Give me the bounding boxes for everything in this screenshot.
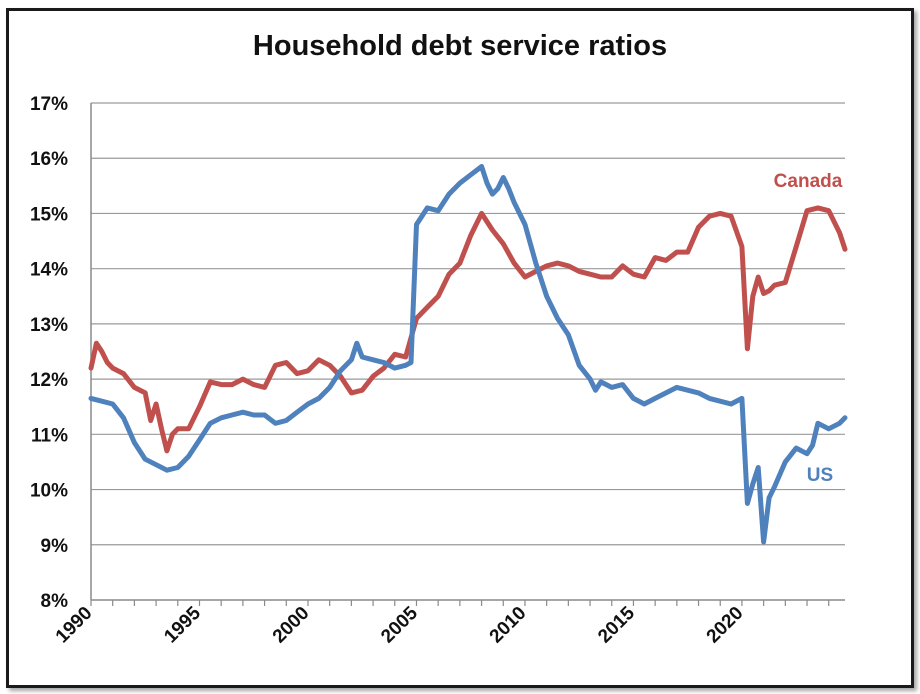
y-tick-labels: 8% 9% 10% 11% 12% 13% 14% 15% 16% 17% bbox=[30, 94, 68, 612]
y-tick-label: 11% bbox=[31, 425, 68, 446]
x-tick-labels: 1990 1995 2000 2005 2010 2015 2020 bbox=[52, 602, 748, 647]
y-tick-label: 10% bbox=[30, 481, 68, 502]
x-tick-label: 2000 bbox=[269, 603, 314, 648]
x-tick-label: 2020 bbox=[703, 603, 748, 648]
series-line-us bbox=[88, 164, 848, 545]
y-tick-label: 15% bbox=[30, 204, 68, 225]
y-tick-label: 13% bbox=[30, 315, 68, 336]
y-tick-label: 8% bbox=[41, 591, 69, 612]
x-tick-label: 2015 bbox=[594, 602, 639, 647]
x-tick-label: 2010 bbox=[486, 603, 531, 648]
y-tick-label: 9% bbox=[41, 536, 69, 557]
series-line-canada bbox=[88, 205, 848, 454]
series-label-us: US bbox=[807, 465, 833, 486]
y-tick-label: 16% bbox=[30, 149, 68, 170]
series-lines bbox=[88, 164, 848, 545]
x-tick-label: 1995 bbox=[160, 602, 205, 647]
x-tick-label: 2005 bbox=[377, 602, 422, 647]
series-label-canada: Canada bbox=[774, 171, 843, 192]
y-tick-label: 12% bbox=[30, 370, 68, 391]
series-labels: Canada US bbox=[774, 171, 843, 486]
axes bbox=[90, 103, 845, 606]
chart-frame bbox=[6, 8, 914, 688]
y-tick-label: 14% bbox=[30, 260, 68, 281]
y-tick-label: 17% bbox=[30, 94, 68, 115]
chart-title: Household debt service ratios bbox=[252, 30, 668, 62]
gridlines bbox=[91, 102, 845, 546]
